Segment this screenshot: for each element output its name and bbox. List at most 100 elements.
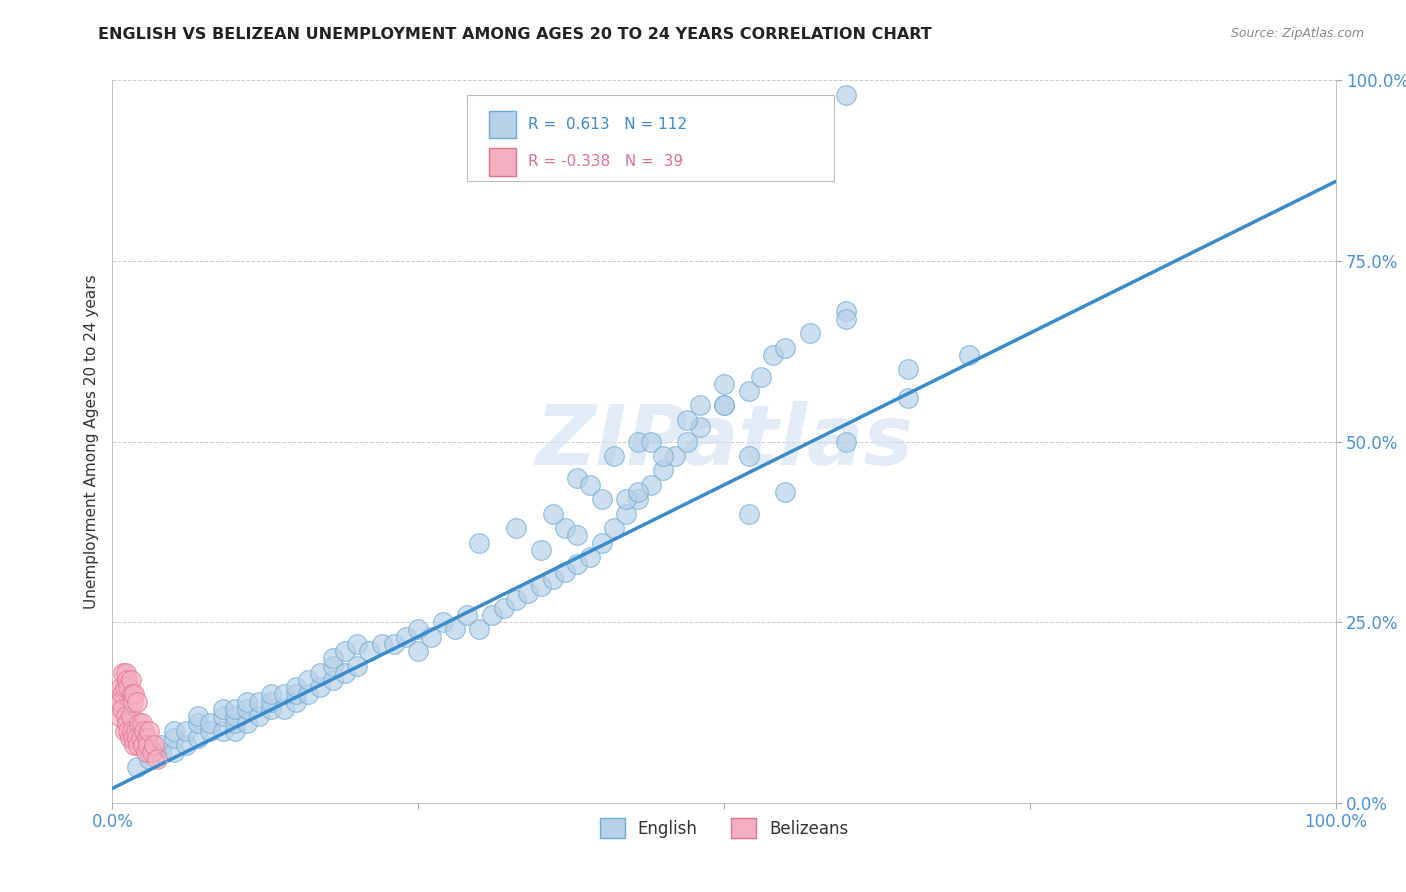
Point	[676, 413, 699, 427]
Point	[187, 716, 209, 731]
Point	[122, 731, 145, 745]
Point	[125, 695, 148, 709]
Point	[775, 102, 797, 116]
Point	[141, 745, 163, 759]
Point	[541, 572, 564, 586]
Point	[749, 369, 772, 384]
FancyBboxPatch shape	[467, 95, 834, 181]
Point	[444, 623, 467, 637]
Point	[775, 341, 797, 355]
Point	[120, 709, 142, 723]
Point	[419, 630, 441, 644]
Point	[456, 607, 478, 622]
Point	[541, 507, 564, 521]
Point	[125, 723, 148, 738]
Point	[468, 535, 491, 549]
Point	[224, 709, 246, 723]
Point	[554, 565, 576, 579]
Point	[110, 680, 132, 694]
Point	[505, 521, 527, 535]
Point	[713, 376, 735, 391]
Point	[346, 658, 368, 673]
Point	[567, 528, 589, 542]
Point	[567, 470, 589, 484]
Point	[125, 731, 148, 745]
Point	[121, 687, 143, 701]
Point	[211, 723, 233, 738]
Point	[163, 745, 186, 759]
Point	[468, 623, 491, 637]
Point	[529, 542, 551, 557]
Point	[614, 492, 637, 507]
Point	[408, 644, 430, 658]
Point	[163, 731, 186, 745]
Point	[652, 449, 675, 463]
Point	[297, 673, 319, 687]
FancyBboxPatch shape	[489, 111, 516, 138]
Point	[897, 391, 920, 405]
Point	[689, 398, 711, 412]
Point	[115, 716, 138, 731]
Point	[284, 687, 308, 701]
Point	[762, 348, 785, 362]
Point	[517, 586, 540, 600]
Point	[897, 362, 920, 376]
Point	[122, 695, 145, 709]
Point	[129, 731, 152, 745]
Point	[260, 695, 283, 709]
Point	[120, 673, 142, 687]
Point	[115, 665, 138, 680]
Point	[224, 702, 246, 716]
Point	[107, 709, 129, 723]
Point	[799, 326, 821, 340]
Point	[187, 731, 209, 745]
Point	[108, 695, 131, 709]
Text: ZIPatlas: ZIPatlas	[536, 401, 912, 482]
Point	[118, 731, 141, 745]
Point	[835, 311, 858, 326]
Point	[603, 521, 626, 535]
Point	[627, 434, 650, 449]
Point	[236, 716, 259, 731]
Point	[125, 760, 148, 774]
Point	[117, 723, 139, 738]
Point	[121, 723, 143, 738]
Point	[112, 665, 135, 680]
Point	[136, 738, 159, 752]
Point	[260, 702, 283, 716]
Point	[713, 398, 735, 412]
Point	[132, 738, 155, 752]
Point	[359, 644, 381, 658]
Point	[346, 637, 368, 651]
Point	[260, 687, 283, 701]
Point	[138, 723, 160, 738]
Text: ENGLISH VS BELIZEAN UNEMPLOYMENT AMONG AGES 20 TO 24 YEARS CORRELATION CHART: ENGLISH VS BELIZEAN UNEMPLOYMENT AMONG A…	[98, 27, 932, 42]
Point	[200, 716, 222, 731]
Point	[115, 709, 138, 723]
Point	[627, 492, 650, 507]
Point	[591, 535, 613, 549]
Point	[138, 752, 160, 766]
Point	[309, 680, 332, 694]
Point	[224, 723, 246, 738]
Point	[211, 709, 233, 723]
Point	[127, 738, 149, 752]
FancyBboxPatch shape	[489, 148, 516, 176]
Point	[370, 637, 392, 651]
Point	[481, 607, 503, 622]
Point	[124, 738, 146, 752]
Text: R = -0.338   N =  39: R = -0.338 N = 39	[529, 154, 683, 169]
Point	[432, 615, 454, 630]
Point	[111, 687, 134, 701]
Point	[131, 716, 153, 731]
Point	[603, 449, 626, 463]
Point	[664, 449, 686, 463]
Point	[333, 644, 356, 658]
Point	[150, 745, 173, 759]
Point	[835, 87, 858, 102]
Point	[737, 507, 759, 521]
Point	[174, 723, 197, 738]
Point	[236, 702, 259, 716]
Point	[284, 695, 308, 709]
Point	[578, 478, 600, 492]
